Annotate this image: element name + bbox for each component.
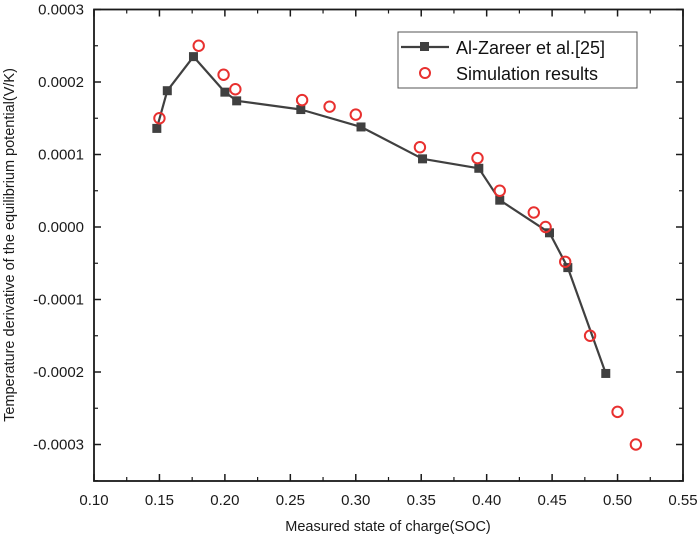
data-point-circle — [217, 68, 230, 81]
legend-box — [397, 31, 638, 89]
data-point-circle — [153, 112, 166, 125]
data-point-square — [152, 123, 162, 133]
data-point-circle — [539, 220, 552, 234]
data-point-circle — [349, 108, 362, 121]
plot-frame — [93, 8, 684, 482]
x-tick-label: 0.15 — [145, 492, 174, 509]
legend-label-series-2: Simulation results — [456, 64, 598, 84]
data-point-circle — [323, 100, 336, 113]
data-point-square — [356, 122, 366, 132]
x-tick-label: 0.10 — [79, 492, 108, 509]
data-point-square — [601, 368, 611, 378]
data-point-circle — [611, 405, 624, 419]
data-point-square — [563, 263, 573, 273]
x-tick-label: 0.35 — [407, 492, 436, 509]
y-axis-title: Temperature derivative of the equilibriu… — [2, 68, 18, 422]
data-point-circle — [583, 329, 597, 342]
y-tick-label: -0.0003 — [33, 437, 84, 454]
x-tick-label: 0.20 — [210, 492, 239, 509]
x-tick-label: 0.45 — [538, 492, 567, 509]
data-point-circle — [559, 255, 572, 268]
x-tick-label: 0.30 — [341, 492, 370, 509]
data-point-square — [296, 105, 306, 115]
y-tick-label: 0.0001 — [38, 147, 84, 164]
data-point-square — [232, 96, 242, 106]
data-point-square — [544, 228, 554, 238]
y-tick-label: -0.0001 — [33, 292, 84, 309]
data-point-square — [418, 154, 428, 164]
x-tick-label: 0.25 — [276, 492, 305, 509]
legend-label-series-1: Al-Zareer et al.[25] — [456, 38, 605, 58]
y-tick-label: 0.0002 — [38, 74, 84, 91]
legend-circle-icon — [419, 67, 431, 79]
data-point-square — [188, 52, 198, 62]
data-point-circle — [493, 184, 506, 197]
x-axis-title: Measured state of charge(SOC) — [285, 519, 491, 535]
x-tick-labels: 0.10 0.15 0.20 0.25 0.30 0.35 0.40 0.45 0.50 0.55 — [79, 492, 697, 509]
x-tick-label: 0.55 — [668, 492, 697, 509]
legend-square-icon — [420, 42, 429, 51]
x-tick-label: 0.40 — [472, 492, 501, 509]
data-point-circle — [295, 93, 309, 107]
data-point-circle — [413, 141, 427, 154]
legend: Al-Zareer et al.[25] Simulation results — [397, 31, 638, 89]
y-tick-label: 0.0003 — [38, 2, 84, 19]
data-point-circle — [527, 206, 540, 219]
data-point-square — [162, 86, 172, 96]
data-point-circle — [192, 39, 205, 52]
y-tick-label: -0.0002 — [33, 364, 84, 381]
data-point-square — [495, 195, 505, 205]
y-tick-label: 0.0000 — [38, 219, 84, 236]
series-layer — [152, 39, 643, 451]
x-tick-label: 0.50 — [603, 492, 632, 509]
data-point-circle — [229, 83, 242, 96]
data-point-circle — [471, 151, 484, 165]
y-tick-labels: 0.0003 0.0002 0.0001 0.0000 -0.0001 -0.0002 -0… — [33, 2, 84, 454]
data-point-square — [474, 163, 484, 173]
data-point-circle — [629, 438, 643, 451]
data-point-square — [220, 87, 230, 97]
